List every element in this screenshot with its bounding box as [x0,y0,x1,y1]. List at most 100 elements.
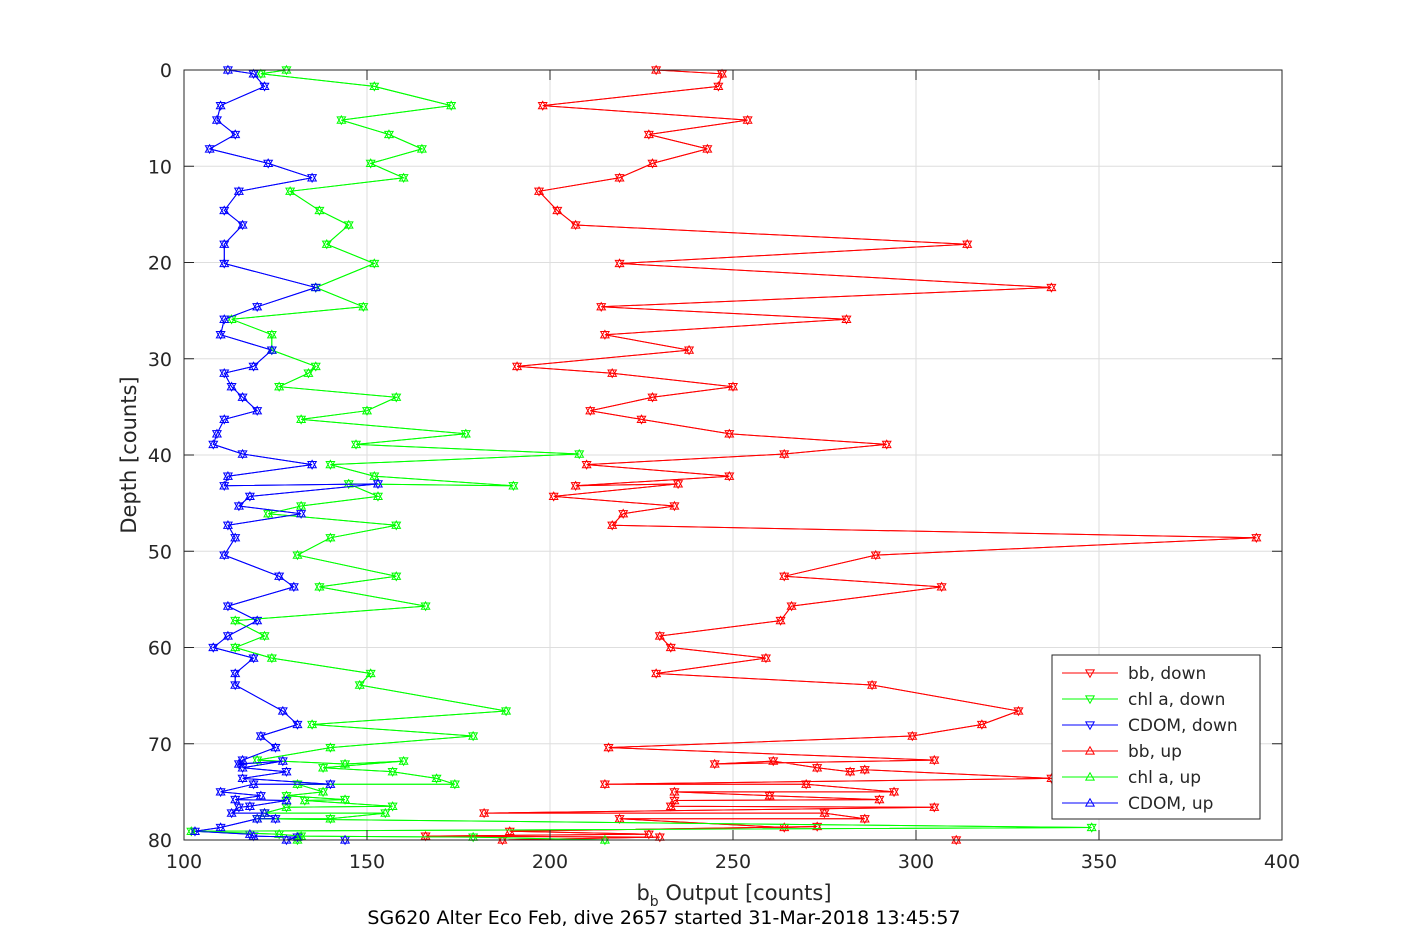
data-point-cdom-down [219,315,230,325]
data-point-bb-up [673,478,684,488]
data-point-cdom-up [233,186,244,195]
data-point-cdom-down [230,669,241,679]
data-point-chl-a-up [387,801,398,810]
data-point-cdom-up [226,381,237,391]
y-tick-label: 80 [148,830,172,852]
data-point-chl-a-up [310,361,321,371]
data-point-chl-a-up [321,239,332,248]
data-point-chl-a-up [314,205,325,215]
data-point-chl-a-up [299,795,310,805]
data-point-cdom-up [222,600,233,610]
data-point-cdom-up [372,478,384,488]
data-point-bb-up [713,81,724,91]
data-point-chl-a-up [255,68,266,78]
data-point-bb-down [786,602,797,612]
data-point-cdom-down [255,732,266,742]
y-tick-label: 30 [148,349,172,371]
data-point-bb-up [1013,705,1024,715]
data-point-bb-up [665,642,676,652]
data-point-bb-up [779,571,790,580]
legend-marker [1084,745,1096,755]
y-tick-label: 40 [148,445,172,467]
data-point-bb-up [976,719,987,729]
data-point-cdom-up [233,802,244,811]
data-point-chl-a-down [343,221,354,231]
data-point-chl-a-up [263,508,274,518]
data-point-bb-up [724,428,735,438]
data-point-cdom-up [244,801,255,810]
data-point-cdom-up [219,480,230,490]
data-point-cdom-up [215,329,226,339]
data-point-bb-up [603,742,614,752]
data-point-cdom-up [252,405,263,415]
data-point-bb-up [420,830,431,840]
data-point-bb-up [962,239,973,248]
data-point-cdom-up [307,459,318,469]
data-point-chl-a-up [339,758,351,768]
data-point-bb-up [548,491,559,501]
legend-marker [1084,669,1096,679]
data-point-bb-down [845,768,856,777]
data-point-cdom-up [219,549,230,559]
data-point-cdom-down [219,240,230,250]
data-point-chl-a-up [336,114,347,124]
data-point-cdom-up [219,367,230,377]
data-point-chl-a-up [314,581,325,591]
data-point-cdom-up [248,778,259,788]
data-point-bb-up [760,652,772,662]
data-point-cdom-up [266,344,277,354]
data-point-chl-a-up [318,762,329,772]
y-tick-label: 50 [148,541,172,563]
legend-entry-label: bb, up [1128,742,1182,762]
data-point-cdom-up [339,834,351,844]
data-point-chl-a-up [599,834,610,844]
data-point-chl-a-down [285,187,296,197]
y-tick-label: 20 [148,253,172,275]
legend-entry-label: bb, down [1128,664,1206,684]
data-point-cdom-down [211,116,223,126]
y-axis-title: Depth [counts] [117,376,141,533]
data-point-chl-a-up [230,615,241,625]
data-point-chl-a-down [230,616,241,626]
data-point-chl-a-up [391,392,402,401]
data-point-bb-up [801,778,812,788]
data-point-cdom-up [219,258,230,268]
data-point-chl-a-up [266,329,277,339]
legend-entry-label: chl a, up [1128,768,1201,788]
data-point-chl-a-up [1086,822,1097,832]
data-point-bb-up [599,329,610,339]
data-point-cdom-up [219,314,230,323]
data-point-cdom-down [252,616,263,626]
data-point-cdom-up [204,143,215,153]
data-point-cdom-down [244,492,255,502]
data-point-chl-a-up [266,652,277,662]
data-point-cdom-up [237,773,248,783]
x-axis-title-main: b [636,881,649,905]
data-point-cdom-up [211,114,223,124]
data-point-bb-down [654,632,665,642]
data-point-cdom-down [233,803,244,813]
data-point-bb-up [819,807,830,817]
data-point-chl-a-up [398,172,409,182]
data-point-bb-up [618,508,629,518]
data-point-bb-down [716,70,728,80]
data-point-chl-a-up [285,186,296,195]
data-point-bb-up [870,549,881,559]
data-point-chl-a-up [574,448,585,458]
data-point-bb-up [867,679,878,689]
data-point-bb-up [786,600,797,610]
data-point-cdom-up [244,491,255,501]
data-point-chl-a-down [508,482,519,492]
data-point-bb-up [888,786,900,796]
data-point-chl-a-up [296,414,307,424]
data-point-bb-up [537,100,548,110]
data-point-chl-a-up [274,381,285,391]
data-point-chl-a-up [281,64,292,74]
data-point-bb-up [727,381,739,391]
data-point-chl-a-down [1086,823,1097,833]
data-point-cdom-up [252,615,263,625]
data-point-chl-a-up [343,219,354,229]
data-point-cdom-down [226,383,237,392]
data-point-cdom-up [252,813,263,823]
data-point-bb-down [618,510,629,519]
